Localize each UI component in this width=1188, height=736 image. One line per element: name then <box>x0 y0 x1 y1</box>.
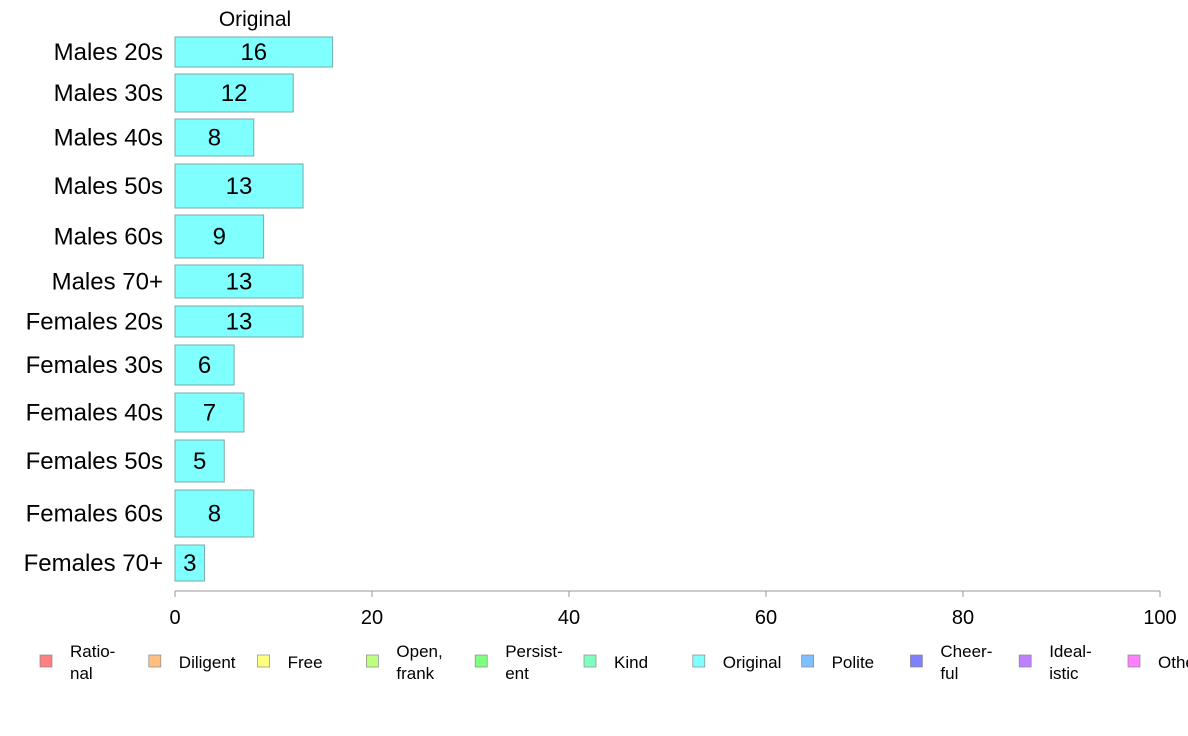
category-label: Males 50s <box>54 173 163 200</box>
legend-swatch <box>366 654 379 668</box>
legend-label-line: Ratio- <box>70 642 115 661</box>
legend-item: Other <box>1127 653 1188 672</box>
legend-item: Diligent <box>148 653 236 672</box>
category-label: Females 60s <box>26 501 163 528</box>
value-label: 13 <box>226 173 253 200</box>
legend-item: Polite <box>801 653 875 672</box>
legend-label-line: frank <box>396 664 434 683</box>
legend-swatch <box>148 654 162 668</box>
x-tick-label: 100 <box>1143 607 1176 629</box>
value-label: 8 <box>208 501 221 528</box>
value-label: 7 <box>203 400 216 427</box>
legend-label: Open, frank <box>396 642 442 683</box>
x-tick-label: 20 <box>361 607 383 629</box>
legend-label: Polite <box>832 653 875 672</box>
x-tick-label: 0 <box>169 607 180 629</box>
bar-females-70- <box>174 544 206 582</box>
category-label: Males 30s <box>54 80 163 107</box>
legend-item: Kind <box>583 653 648 672</box>
legend-item: Ratio-nal <box>39 642 115 683</box>
category-labels: Males 20s Males 30s Males 40s Males 50s Male… <box>24 39 163 577</box>
value-label: 13 <box>226 269 253 296</box>
bar-males-40s <box>174 118 255 157</box>
legend-label-line: nal <box>70 664 93 683</box>
x-tick-label: 80 <box>952 607 974 629</box>
bar-males-30s <box>174 73 294 113</box>
x-tick-label: 60 <box>755 607 777 629</box>
legend-item: Cheer-ful <box>910 642 992 683</box>
category-label: Males 70+ <box>52 269 163 296</box>
legend-swatch <box>474 654 488 668</box>
legend-label: Other <box>1158 653 1188 672</box>
bar-males-70- <box>174 264 304 299</box>
legend-swatch <box>1018 654 1032 668</box>
legend-label: Original <box>723 653 782 672</box>
series-title: Original <box>219 8 291 31</box>
x-tick-label: 40 <box>558 607 580 629</box>
bar-females-50s <box>174 439 225 483</box>
legend-label: Ideal-istic <box>1049 642 1092 683</box>
legend-label-line: ent <box>505 664 529 683</box>
legend-swatch <box>39 654 53 668</box>
value-label: 6 <box>198 352 211 379</box>
legend-swatch <box>257 654 270 668</box>
legend-label-line: Persist- <box>505 642 563 661</box>
legend-label-line: ful <box>940 664 958 683</box>
value-label: 3 <box>183 550 196 577</box>
bar-males-60s <box>174 214 265 259</box>
legend-item: Free <box>257 653 323 672</box>
category-label: Males 60s <box>54 224 163 251</box>
legend-label-line: Open, <box>396 642 442 661</box>
legend-swatch <box>1127 654 1141 668</box>
category-label: Females 30s <box>26 352 163 379</box>
bar-females-40s <box>174 392 245 433</box>
value-label: 13 <box>226 309 253 336</box>
x-axis: 0 20 40 60 80 100 <box>169 590 1177 629</box>
category-label: Males 40s <box>54 125 163 152</box>
category-label: Females 70+ <box>24 550 163 577</box>
category-label: Females 50s <box>26 448 163 475</box>
value-label: 8 <box>208 125 221 152</box>
bar-males-20s <box>174 36 334 68</box>
legend-label: Ratio-nal <box>70 642 115 683</box>
legend-item: Original <box>692 653 782 672</box>
legend: Ratio-nal Diligent Free Open, frank Persist-e… <box>39 642 1188 683</box>
category-label: Males 20s <box>54 39 163 66</box>
legend-label-line: istic <box>1049 664 1079 683</box>
legend-swatch <box>801 654 814 668</box>
legend-label: Cheer-ful <box>940 642 992 683</box>
value-label: 12 <box>221 80 248 107</box>
bars <box>174 36 334 582</box>
legend-label-line: Ideal- <box>1049 642 1092 661</box>
value-label: 9 <box>213 224 226 251</box>
bar-females-30s <box>174 344 235 386</box>
category-label: Females 20s <box>26 309 163 336</box>
legend-item: Persist-ent <box>474 642 563 683</box>
legend-swatch <box>583 654 597 668</box>
legend-swatch <box>910 654 923 668</box>
legend-label: Kind <box>614 653 648 672</box>
legend-item: Ideal-istic <box>1018 642 1092 683</box>
legend-label: Persist-ent <box>505 642 563 683</box>
bar-females-20s <box>174 305 304 338</box>
value-label: 16 <box>240 39 267 66</box>
legend-item: Open, frank <box>366 642 443 683</box>
legend-label-line: Cheer- <box>940 642 992 661</box>
bar-males-50s <box>174 163 304 209</box>
value-label: 5 <box>193 448 206 475</box>
legend-label: Diligent <box>179 653 236 672</box>
legend-label: Free <box>288 653 323 672</box>
legend-swatch <box>692 654 706 668</box>
bar-females-60s <box>174 489 255 538</box>
category-label: Females 40s <box>26 400 163 427</box>
